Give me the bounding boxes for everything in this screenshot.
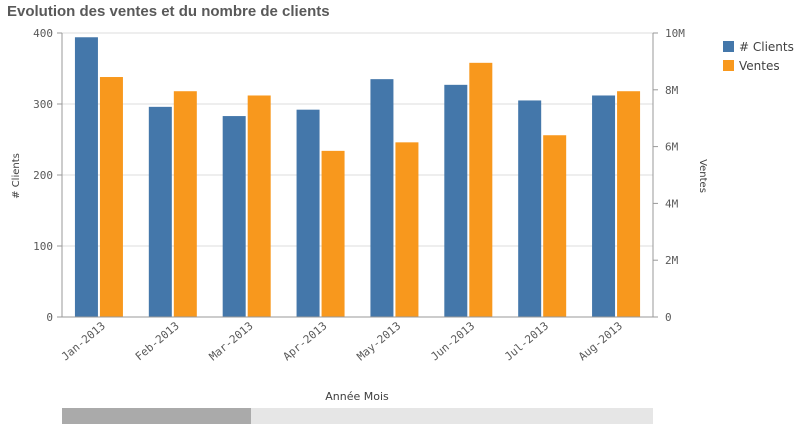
bar-clients[interactable] xyxy=(444,84,468,317)
bar-clients[interactable] xyxy=(296,109,320,318)
x-axis-title: Année Mois xyxy=(325,390,389,403)
horizontal-scrollbar[interactable] xyxy=(62,408,653,424)
y-right-tick-label: 0 xyxy=(665,311,672,324)
y-left-tick-label: 0 xyxy=(46,311,53,324)
y-right-tick-label: 6M xyxy=(665,141,679,154)
y-right-tick-label: 2M xyxy=(665,254,679,267)
bar-ventes[interactable] xyxy=(173,91,197,317)
bar-clients[interactable] xyxy=(518,100,542,317)
bar-ventes[interactable] xyxy=(321,150,345,317)
y-axis-right-title: Ventes xyxy=(697,159,708,193)
bar-clients[interactable] xyxy=(592,95,616,317)
bars xyxy=(74,37,641,318)
y-axis-left-title: # Clients xyxy=(11,153,22,199)
x-tick-label: Mar-2013 xyxy=(207,319,256,363)
left-axis-ticks: 0 100 200 300 400 xyxy=(33,27,62,324)
x-axis-ticks: Jan-2013 Feb-2013 Mar-2013 Apr-2013 May-2013… xyxy=(59,319,625,363)
right-axis-ticks: 0 2M 4M 6M 8M 10M xyxy=(653,27,685,324)
x-tick-label: Jul-2013 xyxy=(502,319,551,363)
legend-label-ventes: Ventes xyxy=(739,59,780,73)
legend-swatch-ventes xyxy=(723,60,734,71)
bar-clients[interactable] xyxy=(148,106,172,317)
y-right-tick-label: 10M xyxy=(665,27,685,40)
x-tick-label: Jun-2013 xyxy=(428,319,477,363)
y-right-tick-label: 4M xyxy=(665,197,679,210)
y-right-tick-label: 8M xyxy=(665,84,679,97)
x-tick-label: Aug-2013 xyxy=(576,319,625,363)
bar-ventes[interactable] xyxy=(395,142,419,317)
bar-clients[interactable] xyxy=(370,79,394,318)
bar-ventes[interactable] xyxy=(469,62,493,317)
legend-swatch-clients xyxy=(723,41,734,52)
x-tick-label: Apr-2013 xyxy=(281,319,330,363)
scrollbar-thumb[interactable] xyxy=(62,408,252,424)
y-left-tick-label: 100 xyxy=(33,240,53,253)
bar-ventes[interactable] xyxy=(247,95,271,317)
bar-ventes[interactable] xyxy=(543,135,567,317)
bar-ventes[interactable] xyxy=(99,77,123,318)
bar-clients[interactable] xyxy=(74,37,98,317)
x-tick-label: May-2013 xyxy=(354,319,403,363)
x-tick-label: Jan-2013 xyxy=(59,319,108,363)
y-left-tick-label: 400 xyxy=(33,27,53,40)
x-tick-label: Feb-2013 xyxy=(133,319,182,363)
y-left-tick-label: 300 xyxy=(33,98,53,111)
legend[interactable]: # Clients Ventes xyxy=(723,40,794,73)
bar-ventes[interactable] xyxy=(617,91,641,317)
bar-clients[interactable] xyxy=(222,116,246,317)
legend-label-clients: # Clients xyxy=(739,40,794,54)
y-left-tick-label: 200 xyxy=(33,169,53,182)
chart-title: Evolution des ventes et du nombre de cli… xyxy=(7,3,330,20)
